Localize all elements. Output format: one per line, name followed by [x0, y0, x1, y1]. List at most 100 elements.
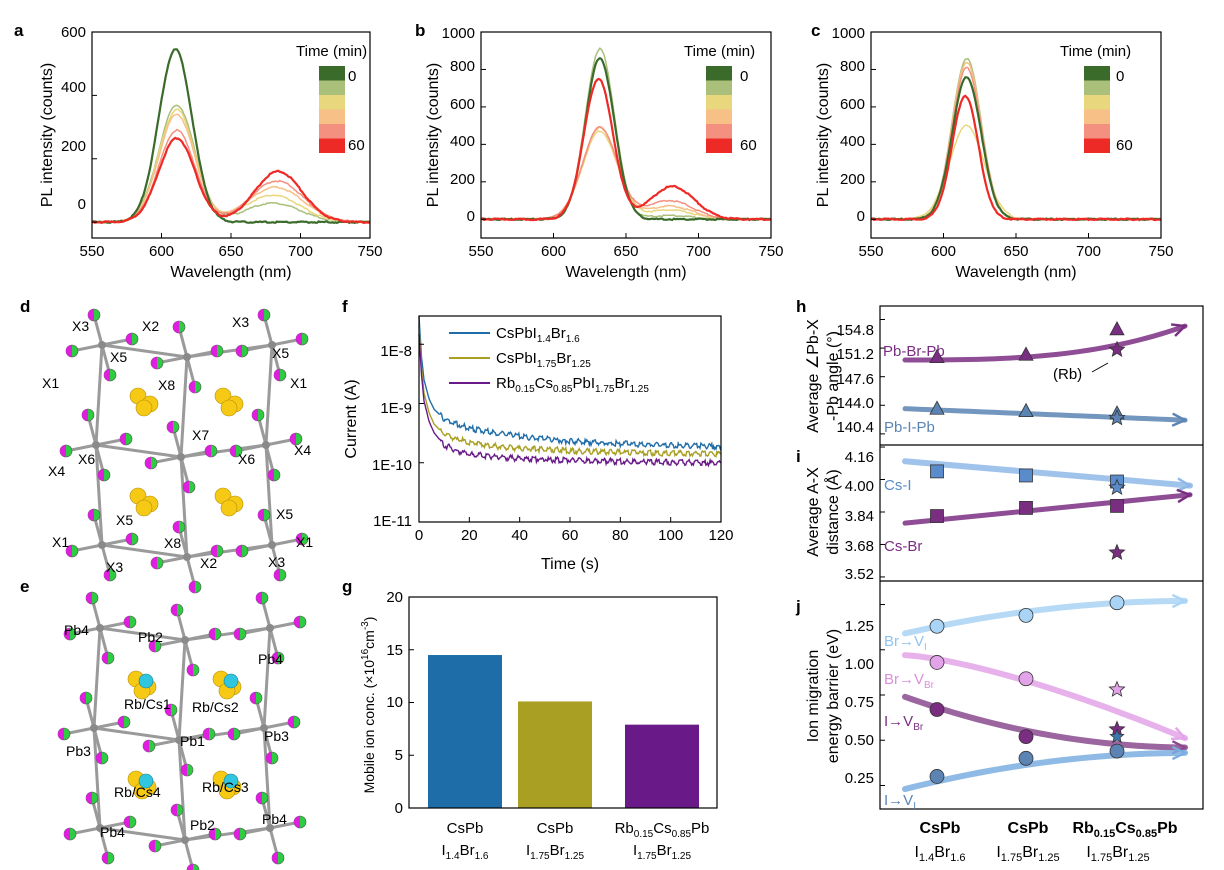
cation-atom — [220, 499, 238, 517]
pb-atom — [266, 824, 274, 832]
halide-atom-half — [60, 445, 66, 457]
h-ylabel-2: -Pb angle (°) — [825, 331, 842, 421]
halide-atom-half — [86, 792, 92, 804]
panel-f: 0 20 40 60 80 100 120 1E-8 1E-9 1E-10 1E… — [343, 315, 734, 573]
pb-atom — [268, 341, 276, 349]
pb-atom — [181, 836, 189, 844]
e-label: Pb4 — [262, 811, 287, 827]
panel-f-xticklabels: 0 20 40 60 80 100 120 — [415, 527, 734, 544]
g-cat-line2: I1.75Br1.25 — [526, 842, 585, 862]
bond — [92, 727, 102, 829]
bond — [262, 727, 272, 829]
halide-atom-half — [209, 828, 215, 840]
i-ylabel-1: Average A-X — [805, 467, 822, 557]
halide-atom-half — [64, 828, 70, 840]
pb-atom — [175, 736, 183, 744]
pb-atom — [268, 541, 276, 549]
a-legend-bars — [319, 66, 345, 153]
j-ytick: 0.25 — [845, 770, 874, 787]
trend-arrow — [902, 597, 1188, 637]
panel-b-curves — [480, 47, 772, 222]
star-marker — [1108, 543, 1126, 560]
halide-atom-half — [118, 716, 124, 728]
pb-atom — [96, 624, 104, 632]
time-legend-swatch — [319, 109, 345, 124]
time-legend-swatch — [706, 66, 732, 81]
d-label: X3 — [268, 554, 285, 570]
current-curve — [418, 326, 722, 458]
halide-atom-half — [126, 333, 132, 345]
halide-atom-half — [145, 457, 151, 469]
f-xtick: 20 — [461, 527, 478, 544]
d-label: X8 — [158, 377, 175, 393]
e-label: Pb1 — [180, 733, 205, 749]
halide-atom-half — [173, 521, 179, 533]
g-ytick: 0 — [395, 800, 403, 817]
pb-atom — [262, 441, 270, 449]
panel-b-time-legend: Time (min) 0 60 — [684, 43, 757, 154]
b-ytick: 0 — [467, 208, 475, 225]
halide-atom-half — [149, 840, 155, 852]
a-xtick: 700 — [288, 243, 313, 260]
circle-marker — [1018, 607, 1034, 623]
star-marker — [1108, 680, 1126, 697]
rb-atom — [138, 773, 154, 789]
star-marker — [1108, 408, 1126, 426]
h-annot-pbbr: Pb-Br-Pb — [883, 343, 945, 360]
bar — [518, 701, 592, 808]
halide-atom-half — [86, 592, 92, 604]
time-legend-swatch — [1084, 138, 1110, 153]
halide-atom-half — [296, 533, 302, 545]
bond — [262, 627, 272, 729]
g-cat-line1: CsPb — [447, 820, 484, 837]
panel-f-curves — [418, 315, 722, 468]
halide-atom-half — [272, 852, 278, 864]
i-ytick: 3.84 — [845, 508, 874, 525]
bond — [95, 443, 182, 459]
halide-atom-half — [124, 816, 130, 828]
i-yticklabels: 3.52 3.68 3.84 4.00 4.16 — [845, 449, 874, 583]
panel-h-plot — [902, 320, 1188, 427]
halide-atom-half — [272, 652, 278, 664]
pl-curve — [91, 136, 371, 224]
halide-atom-half — [266, 752, 272, 764]
b-legend-bars — [706, 66, 732, 153]
e-atoms — [57, 591, 307, 870]
halide-atom-half — [252, 409, 258, 421]
halide-atom-half — [211, 345, 217, 357]
j-ytick: 0.50 — [845, 732, 874, 749]
panel-g-ticks — [409, 596, 414, 809]
halide-atom-half — [102, 852, 108, 864]
square-marker — [930, 509, 944, 523]
rb-atom — [223, 773, 239, 789]
halide-atom-half — [187, 864, 193, 870]
f-ytick: 1E-10 — [372, 457, 412, 474]
j-category-labels: CsPb I1.4Br1.6 CsPb I1.75Br1.25 Rb0.15Cs… — [914, 820, 1177, 864]
panel-b-ticks — [480, 31, 772, 238]
triangle-marker — [929, 400, 945, 415]
c-ytick: 0 — [857, 208, 865, 225]
halide-atom-half — [256, 592, 262, 604]
panel-i-plot — [902, 458, 1193, 560]
c-ytick: 200 — [840, 171, 865, 188]
c-legend-end: 60 — [1116, 137, 1133, 154]
g-category-labels: CsPb I1.4Br1.6 CsPb I1.75Br1.25 Rb0.15Cs… — [442, 820, 710, 862]
panel-a-time-legend: Time (min) 0 60 — [296, 43, 367, 154]
panel-c-frame — [870, 31, 1162, 239]
h-annot-pbi: Pb-I-Pb — [884, 419, 935, 436]
e-label: Pb4 — [258, 651, 283, 667]
h-yticklabels: 140.4 144.0 147.6 151.2 154.8 — [836, 322, 874, 436]
trend-arrow — [902, 652, 1188, 742]
cation-atom — [135, 399, 153, 417]
panel-label-h: h — [796, 297, 806, 316]
f-legend-2: CsPbI1.75Br1.25 — [496, 350, 591, 370]
halide-atom-half — [96, 752, 102, 764]
g-cat-line1: CsPb — [537, 820, 574, 837]
panel-label-a: a — [14, 21, 24, 40]
panel-b-xticklabels: 550 600 650 700 750 — [468, 243, 783, 260]
i-annot-csbr: Cs-Br — [884, 538, 922, 555]
j-annot-br-vbr: Br→VBr — [884, 671, 935, 691]
trend-arrow — [902, 492, 1193, 526]
halide-atom-half — [258, 309, 264, 321]
g-cat-line1: Rb0.15Cs0.85Pb — [615, 820, 710, 840]
